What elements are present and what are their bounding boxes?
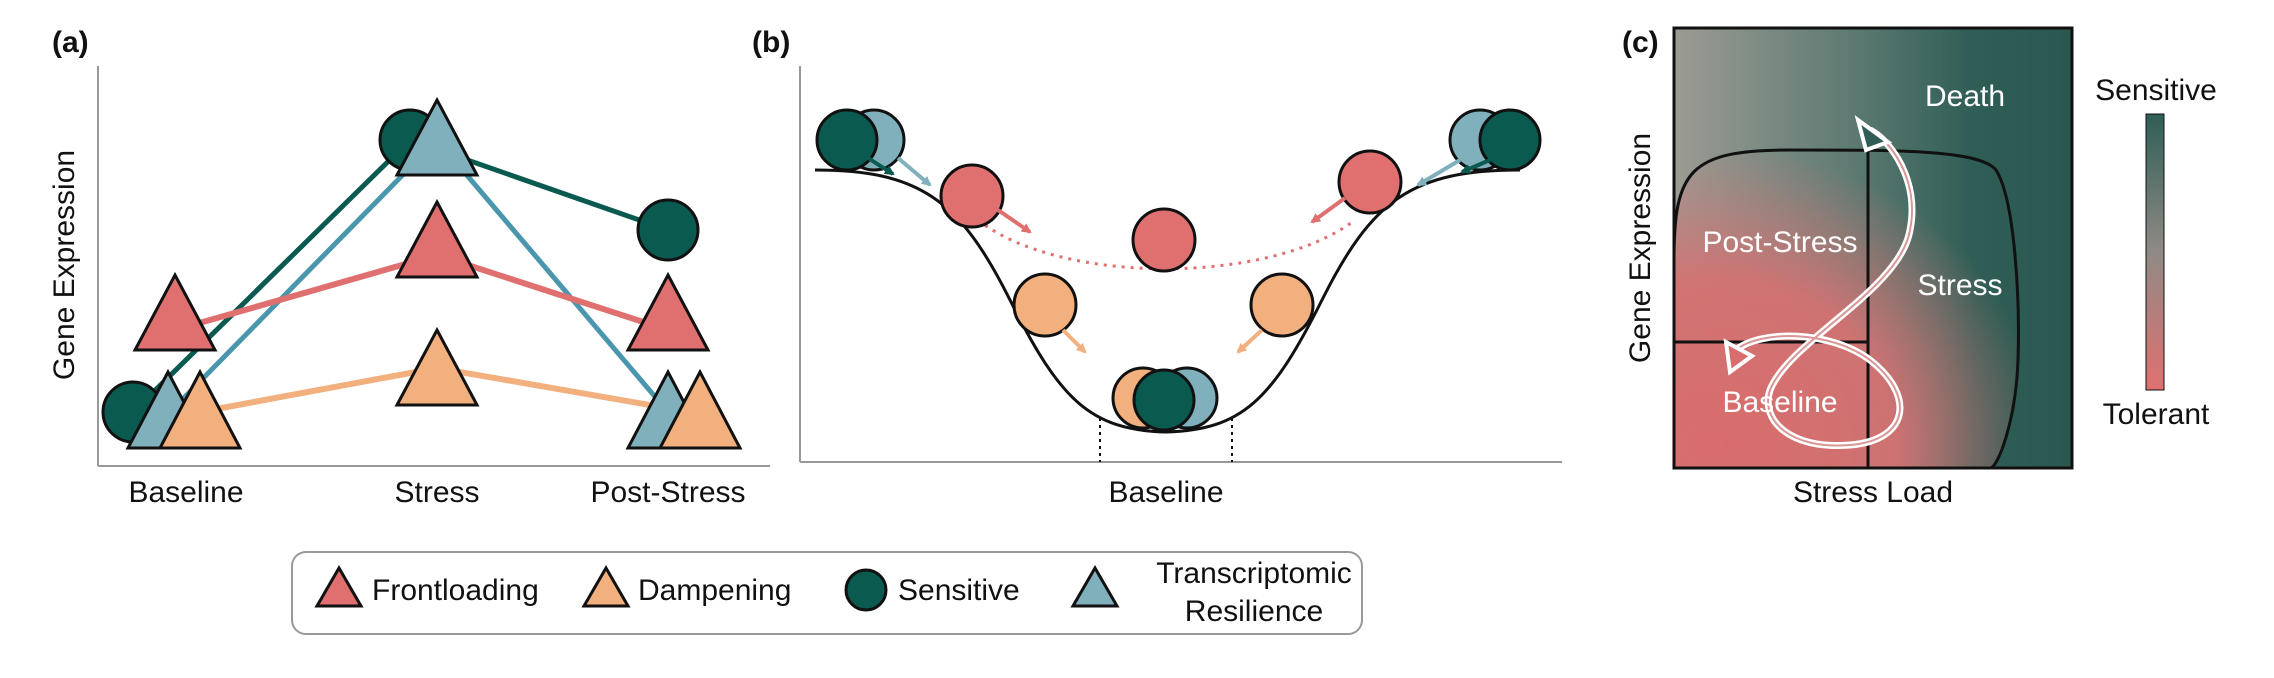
panel-c-y-label: Gene Expression [1624, 133, 1657, 363]
frontloading-triangle-post-stress [625, 271, 711, 352]
frontloading-ball-left [939, 163, 1005, 229]
legend-resilience-label-line1: Transcriptomic [1156, 557, 1352, 590]
frontloading-arrow-right [1310, 196, 1347, 224]
baseline-return-arrowhead [1723, 338, 1756, 376]
resilience-arrow-right [1416, 158, 1462, 187]
sensitive-arrow-right [1460, 158, 1491, 174]
sensitive-ball-right [1478, 108, 1542, 172]
legend-dampening-icon [581, 565, 631, 608]
dampening-ball-left [1012, 272, 1078, 338]
panel-c: (c) Death Post-Stress Stress Baseline Ge… [1622, 26, 2217, 509]
sensitive-circle-post-stress [636, 198, 700, 262]
dampening-triangle-post-stress [657, 368, 743, 450]
legend-sensitive-label: Sensitive [898, 574, 1020, 607]
legend-dampening-label: Dampening [638, 574, 791, 607]
panel-a-x-label-post-stress: Post-Stress [590, 476, 745, 509]
stress-path-core [1735, 129, 1913, 447]
legend: Frontloading Dampening Sensitive Transcr… [291, 551, 1363, 635]
panel-c-frame [1672, 26, 2074, 470]
panel-a-tag: (a) [52, 26, 89, 59]
panel-a: (a) Gene Expression Baseline Stress Post… [48, 26, 770, 509]
stress-path-arrowhead [1854, 115, 1893, 153]
colorbar-label-top: Sensitive [2095, 74, 2217, 107]
panel-a-x-label-baseline: Baseline [128, 476, 243, 509]
legend-resilience-label-line2: Resilience [1185, 595, 1323, 628]
legend-frontloading-icon [314, 565, 364, 608]
resilience-arrow-left [896, 156, 932, 187]
frontloading-triangle-stress [394, 198, 480, 279]
dampening-ball-right [1249, 272, 1315, 338]
sensitive-ball-left [815, 108, 879, 172]
dampening-arrow-left [1061, 328, 1087, 354]
panel-c-x-label: Stress Load [1793, 476, 1953, 509]
frontloading-triangle-baseline [132, 271, 218, 352]
panel-b: (b) Baseline [752, 26, 1562, 509]
region-label-stress: Stress [1917, 269, 2002, 302]
panel-a-y-label: Gene Expression [48, 150, 81, 380]
frontloading-ball-right [1337, 149, 1403, 215]
sensitive-ball-bottom [1132, 368, 1196, 432]
dampening-triangle-baseline [157, 368, 243, 450]
region-label-baseline: Baseline [1722, 386, 1837, 419]
colorbar [2145, 113, 2165, 391]
legend-sensitive-icon [844, 568, 888, 612]
frontloading-path-dotted [977, 218, 1356, 271]
frontloading-arrow-left [996, 208, 1032, 234]
sensitive-arrow-left [866, 156, 895, 176]
panel-c-tag: (c) [1622, 26, 1659, 59]
legend-resilience-icon [1070, 565, 1120, 608]
resilience-triangle-stress [394, 96, 480, 177]
legend-frontloading-label: Frontloading [372, 574, 539, 607]
panel-b-x-label: Baseline [1108, 476, 1223, 509]
region-label-post-stress: Post-Stress [1702, 226, 1857, 259]
dampening-triangle-stress [394, 326, 480, 407]
tolerance-boundary [1672, 148, 2020, 470]
region-label-death: Death [1925, 80, 2005, 113]
colorbar-label-bottom: Tolerant [2103, 398, 2210, 431]
panel-a-x-label-stress: Stress [394, 476, 479, 509]
frontloading-ball-center [1131, 207, 1197, 273]
dampening-arrow-right [1236, 328, 1264, 354]
panel-b-tag: (b) [752, 26, 790, 59]
